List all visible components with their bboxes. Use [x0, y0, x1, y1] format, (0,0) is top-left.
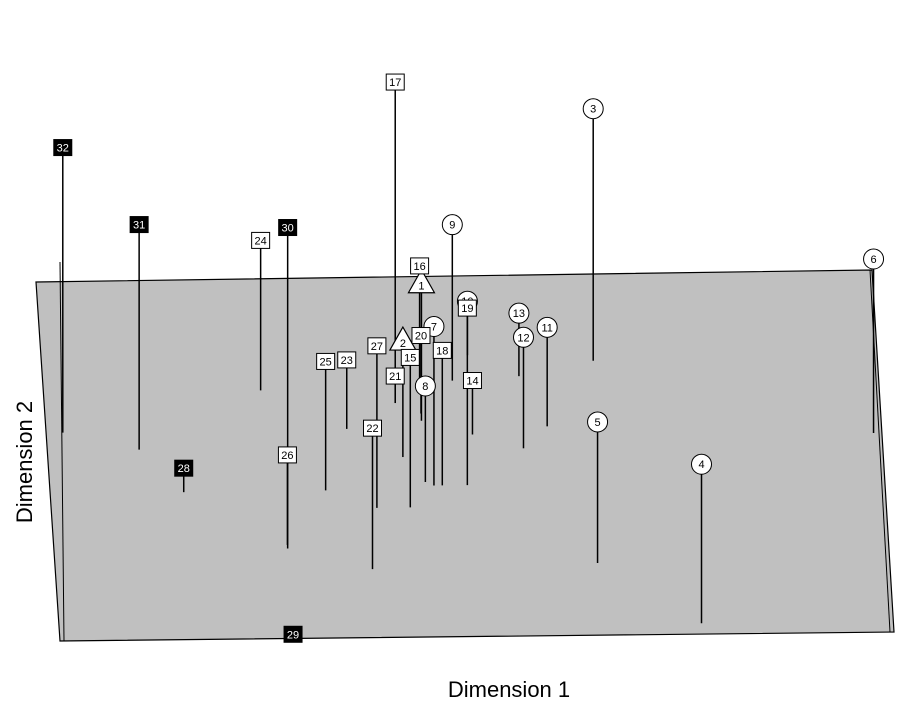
marker-square-31	[129, 216, 149, 234]
marker-square-29	[283, 625, 303, 643]
marker-label-2: 2	[400, 338, 406, 350]
marker-circle-12	[512, 326, 534, 348]
marker-label-20: 20	[415, 331, 427, 343]
point-20: 20	[411, 327, 431, 345]
point-11: 11	[536, 316, 558, 338]
marker-label-21: 21	[389, 371, 401, 383]
base-plane	[35, 261, 895, 642]
point-3: 3	[582, 98, 604, 120]
marker-label-11: 11	[541, 322, 552, 334]
marker-label-12: 12	[517, 332, 529, 344]
marker-label-17: 17	[389, 77, 401, 89]
marker-label-7: 7	[431, 322, 437, 334]
marker-label-28: 28	[178, 463, 190, 475]
point-16: 16	[410, 257, 430, 275]
point-5: 5	[587, 411, 609, 433]
point-23: 23	[337, 351, 357, 369]
marker-label-18: 18	[436, 345, 448, 357]
y-axis-label: Dimension 2	[12, 401, 37, 523]
marker-label-26: 26	[281, 450, 293, 462]
x-axis-label: Dimension 1	[448, 677, 570, 702]
marker-label-22: 22	[366, 423, 378, 435]
marker-label-6: 6	[870, 254, 876, 266]
marker-square-18	[432, 341, 452, 359]
marker-label-14: 14	[466, 376, 478, 388]
marker-label-25: 25	[320, 356, 332, 368]
marker-square-26	[277, 446, 297, 464]
point-19: 19	[457, 299, 477, 317]
point-26: 26	[277, 446, 297, 464]
marker-square-15	[400, 348, 420, 366]
point-24: 24	[251, 231, 271, 249]
marker-label-29: 29	[287, 629, 299, 641]
marker-label-4: 4	[698, 459, 704, 471]
point-29: 29	[283, 625, 303, 643]
marker-label-19: 19	[461, 303, 473, 315]
marker-square-28	[174, 459, 194, 477]
marker-square-14	[462, 372, 482, 390]
marker-circle-4	[691, 453, 713, 475]
marker-label-31: 31	[133, 220, 145, 232]
point-30: 30	[278, 219, 298, 237]
marker-label-8: 8	[422, 381, 428, 393]
marker-circle-13	[508, 302, 530, 324]
marker-circle-9	[441, 214, 463, 236]
point-4: 4	[691, 453, 713, 475]
marker-square-19	[457, 299, 477, 317]
point-12: 12	[512, 326, 534, 348]
point-25: 25	[316, 352, 336, 370]
point-32: 32	[53, 139, 73, 157]
point-18: 18	[432, 341, 452, 359]
point-17: 17	[385, 73, 405, 91]
marker-label-30: 30	[282, 223, 294, 235]
point-21: 21	[385, 367, 405, 385]
marker-square-30	[278, 219, 298, 237]
marker-circle-8	[414, 375, 436, 397]
marker-square-32	[53, 139, 73, 157]
point-15: 15	[400, 348, 420, 366]
marker-square-17	[385, 73, 405, 91]
point-27: 27	[367, 337, 387, 355]
marker-label-16: 16	[413, 261, 425, 273]
plane-left-edge	[59, 261, 65, 642]
marker-label-5: 5	[594, 417, 600, 429]
marker-square-25	[316, 352, 336, 370]
marker-label-13: 13	[513, 308, 525, 320]
marker-square-16	[410, 257, 430, 275]
point-8: 8	[414, 375, 436, 397]
point-22: 22	[363, 419, 383, 437]
marker-circle-11	[536, 316, 558, 338]
marker-circle-5	[587, 411, 609, 433]
marker-square-23	[337, 351, 357, 369]
point-31: 31	[129, 216, 149, 234]
marker-square-22	[363, 419, 383, 437]
marker-circle-6	[863, 248, 885, 270]
marker-label-1: 1	[418, 281, 424, 293]
marker-label-3: 3	[590, 104, 596, 116]
point-1: 1	[407, 268, 436, 294]
marker-circle-3	[582, 98, 604, 120]
marker-label-23: 23	[341, 355, 353, 367]
base-plane-surface	[35, 269, 895, 642]
marker-triangle-1	[407, 268, 436, 294]
marker-label-15: 15	[404, 352, 416, 364]
marker-square-21	[385, 367, 405, 385]
marker-square-27	[367, 337, 387, 355]
point-markers: 1234567891011121314151617181920212223242…	[53, 73, 885, 643]
point-6: 6	[863, 248, 885, 270]
marker-square-20	[411, 327, 431, 345]
marker-label-24: 24	[255, 235, 267, 247]
marker-square-24	[251, 231, 271, 249]
marker-label-9: 9	[449, 220, 455, 232]
marker-label-27: 27	[371, 341, 383, 353]
point-14: 14	[462, 372, 482, 390]
point-28: 28	[174, 459, 194, 477]
marker-label-32: 32	[57, 143, 69, 155]
point-13: 13	[508, 302, 530, 324]
point-9: 9	[441, 214, 463, 236]
